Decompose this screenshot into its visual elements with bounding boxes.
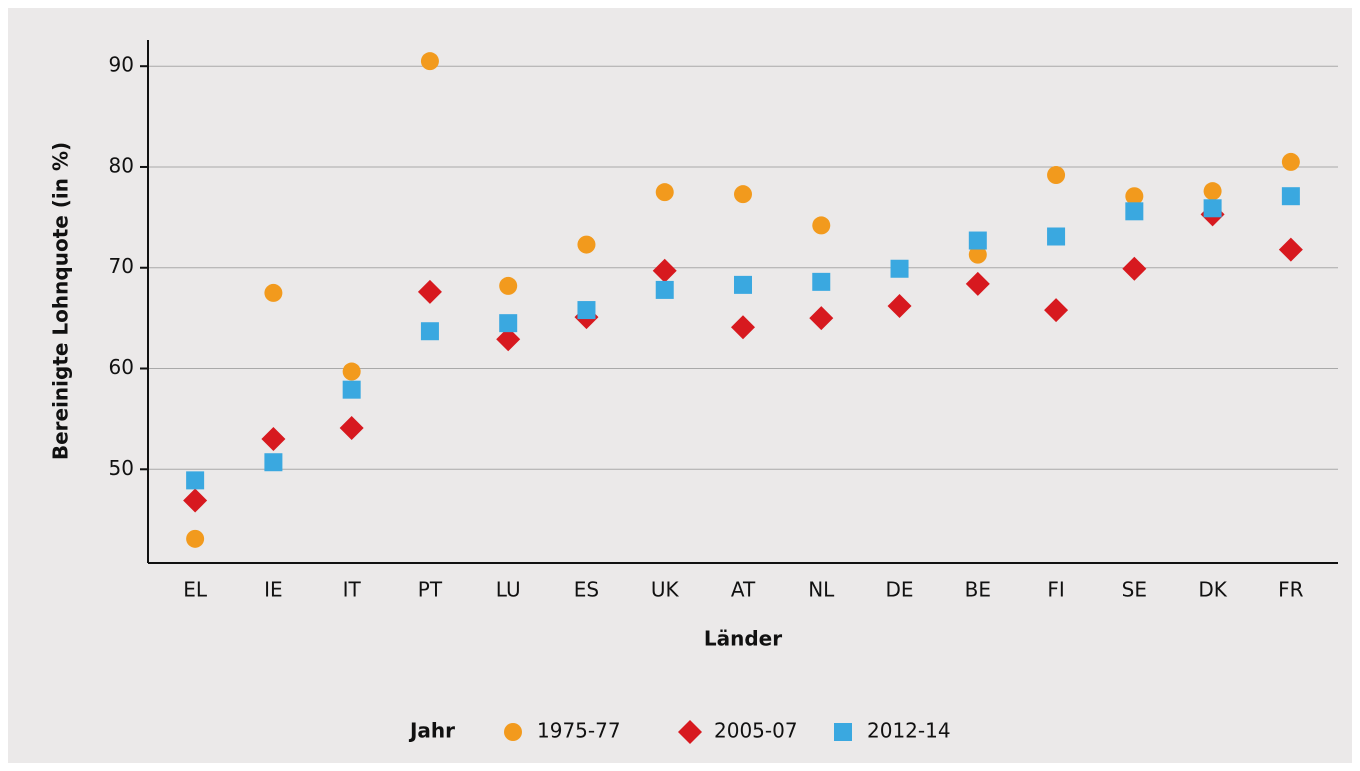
x-tick-label: DE [886, 578, 914, 602]
legend-title: Jahr [408, 719, 455, 743]
data-point [734, 185, 752, 204]
data-point [655, 183, 674, 202]
x-tick-label: LU [496, 578, 521, 602]
x-axis-title: Länder [704, 627, 782, 651]
data-point [420, 322, 439, 341]
data-point [499, 314, 518, 333]
data-point [1203, 199, 1222, 218]
data-point [968, 231, 987, 250]
x-tick-label: FR [1278, 578, 1304, 602]
x-tick-label: BE [965, 578, 991, 602]
legend-marker [834, 723, 852, 741]
data-point [420, 52, 439, 71]
data-point [496, 327, 521, 352]
x-tick-label: FI [1047, 578, 1064, 602]
y-tick-label: 80 [109, 153, 134, 177]
data-point [342, 380, 361, 399]
x-tick-label: AT [731, 578, 756, 602]
data-point [1125, 202, 1144, 221]
data-point [264, 453, 283, 472]
data-point [264, 283, 283, 302]
data-point [339, 415, 364, 440]
x-tick-label: PT [418, 578, 443, 602]
data-point [812, 216, 831, 235]
data-point [261, 427, 286, 452]
legend-marker [504, 723, 522, 741]
data-point [183, 488, 208, 513]
data-point [809, 306, 834, 331]
y-axis-title: Bereinigte Lohnquote (in %) [49, 142, 73, 460]
data-point [417, 279, 442, 304]
x-tick-label: IT [343, 578, 362, 602]
data-point [499, 276, 518, 295]
data-point [1047, 227, 1066, 246]
x-tick-label: EL [183, 578, 208, 602]
legend-marker [678, 720, 702, 744]
data-point [577, 301, 596, 320]
data-point [655, 280, 674, 299]
x-tick-label: UK [651, 578, 680, 602]
data-point [1125, 187, 1144, 206]
y-tick-label: 70 [109, 254, 134, 278]
data-point [1203, 182, 1222, 201]
x-tick-label: ES [574, 578, 599, 602]
y-tick-label: 90 [109, 53, 134, 77]
y-tick-label: 60 [109, 355, 134, 379]
data-point [652, 258, 677, 283]
data-point [890, 259, 909, 278]
data-point [186, 529, 205, 548]
data-point [1281, 152, 1300, 171]
data-point [731, 315, 755, 340]
data-point [342, 362, 361, 381]
x-tick-label: NL [808, 578, 835, 602]
data-point [186, 471, 205, 490]
data-point [812, 272, 831, 291]
data-point [968, 245, 987, 264]
data-point [1278, 237, 1303, 262]
data-point [577, 235, 596, 254]
legend-label: 1975-77 [537, 719, 621, 743]
data-point [965, 271, 990, 296]
y-tick-label: 50 [109, 456, 134, 480]
data-point [1044, 298, 1069, 323]
data-point [734, 275, 752, 294]
data-point [887, 294, 912, 319]
x-tick-label: SE [1122, 578, 1147, 602]
data-point [1047, 166, 1066, 185]
legend-label: 2012-14 [867, 719, 951, 743]
data-point [1281, 187, 1300, 206]
x-tick-label: DK [1198, 578, 1227, 602]
legend-label: 2005-07 [714, 719, 798, 743]
data-point [1122, 256, 1147, 281]
x-tick-label: IE [264, 578, 283, 602]
background [8, 8, 1352, 763]
